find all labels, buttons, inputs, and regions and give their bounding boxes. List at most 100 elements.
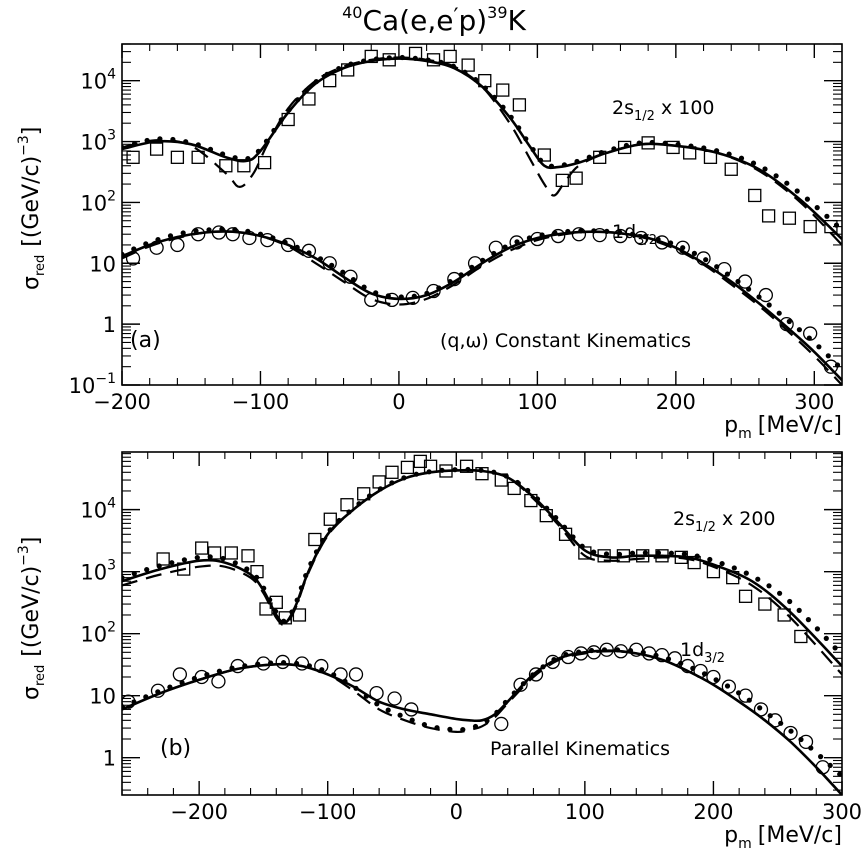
series-1d32-dotted-dot xyxy=(530,672,536,678)
y-tick-label: 103 xyxy=(80,558,116,585)
series-1d32-dotted-dot xyxy=(591,228,597,234)
series-1d32-dotted-dot xyxy=(143,241,149,247)
panel-b: −200 −100 0 100 200 300 1 10 102 103 104 2s1/2 x 2… xyxy=(16,451,862,852)
series-1d32-dotted-dot xyxy=(825,353,831,359)
series-1d32-dotted-dot xyxy=(786,318,792,325)
data-point-circle xyxy=(815,760,830,775)
data-point-circle xyxy=(758,287,773,303)
series-1d32-dotted-dot xyxy=(180,230,186,236)
series-1d32-dotted-dot xyxy=(514,239,520,245)
series-2s12200-dotted-dot xyxy=(777,590,783,596)
data-point-circle xyxy=(530,231,545,247)
data-point-square xyxy=(278,611,292,625)
data-point-circle xyxy=(275,654,290,670)
data-point-square xyxy=(224,546,238,560)
series-2s12100-dotted-dot xyxy=(611,146,617,152)
x-tick-label: 200 xyxy=(693,800,733,824)
series-1d32-dotted-dot xyxy=(502,699,508,706)
data-point-square xyxy=(341,63,355,77)
series-2s12100-dotted-dot xyxy=(304,87,310,93)
y-tick-label: 104 xyxy=(80,496,116,523)
annotation-kinematics-a: (q,ω) Constant Kinematics xyxy=(440,330,691,352)
data-point-square xyxy=(191,150,205,164)
series-1d32-dashed-line xyxy=(122,230,842,385)
data-point-circle xyxy=(170,237,185,253)
series-2s12100-dotted-dot xyxy=(232,155,238,161)
series-2s12100-dotted-dot xyxy=(500,104,506,110)
data-point-circle xyxy=(301,243,317,258)
series-1d32-dotted-dot xyxy=(282,239,288,245)
series-1d32-dotted-dot xyxy=(143,694,149,700)
series-2s12100-dotted-dot xyxy=(450,63,456,69)
data-point-circle xyxy=(369,685,384,701)
data-point-circle xyxy=(823,359,839,374)
data-point-circle xyxy=(738,688,753,703)
series-2s12200-dotted-dot xyxy=(294,597,300,603)
data-point-square xyxy=(636,549,650,563)
y-tick-label: 10 xyxy=(89,685,116,709)
data-point-square xyxy=(269,595,283,609)
series-2s12200-dotted-dot xyxy=(303,573,309,579)
series-2s12200-dotted-dot xyxy=(681,551,688,557)
series-1d32-dotted-dot xyxy=(680,245,686,251)
series-1d32-dotted-dot xyxy=(776,310,782,316)
series-2s12100-dotted-dot xyxy=(207,146,214,152)
series-2s12100-dotted-dot xyxy=(491,94,498,100)
series-1d32-dotted-dot xyxy=(630,231,636,237)
series-1d32-dotted-dot xyxy=(494,709,500,715)
series-1d32-dotted-dot xyxy=(818,754,824,760)
series-2s12100-dotted-dot xyxy=(636,140,642,146)
series-1d32-dotted-dot xyxy=(691,250,698,256)
data-point-square xyxy=(507,481,521,496)
data-point-circle xyxy=(545,654,560,670)
series-2s12100-dotted-dot xyxy=(286,107,292,113)
series-1d32-dotted-dot xyxy=(757,705,763,711)
series-2s12100-dotted-dot xyxy=(278,117,284,123)
series-2s12200-dotted-dot xyxy=(413,471,419,477)
data-point-circle xyxy=(333,667,348,682)
series-2s12200-dotted-dot xyxy=(755,576,761,582)
series-2s12200-dotted-dot xyxy=(668,550,675,556)
series-2s12100-dotted-dot xyxy=(814,205,820,211)
series-1d32-dashed-line xyxy=(122,650,842,795)
panel-b-ticks: −200 −100 0 100 200 300 1 10 102 103 104 xyxy=(80,452,862,824)
series-2s12100-dotted-dot xyxy=(255,148,261,154)
series-2s12100-dotted-dot xyxy=(726,151,732,157)
x-tick-label: 300 xyxy=(794,390,834,414)
series-2s12100-dotted-dot xyxy=(824,213,830,219)
series-2s12100-dotted-dot xyxy=(750,160,757,166)
series-2s12200-dotted-dot xyxy=(707,556,713,563)
series-2s12200-dotted-dot xyxy=(308,561,314,567)
series-1d32-dotted-dot xyxy=(578,228,584,234)
title-prime: ′ xyxy=(453,5,458,30)
data-point-circle xyxy=(654,235,670,250)
series-1d32-dotted-dot xyxy=(816,344,822,350)
data-point-circle xyxy=(364,292,379,308)
data-point-square xyxy=(555,173,569,188)
data-point-square xyxy=(382,53,396,67)
figure-title: 40Ca(e,e′p)39K xyxy=(342,3,526,37)
series-2s12100-dotted-dot xyxy=(586,154,592,160)
series-2s12100-dotted-dot xyxy=(271,127,277,134)
data-point-circle xyxy=(693,663,708,679)
series-2s12100-dotted-dot xyxy=(131,141,138,147)
data-point-circle xyxy=(513,677,528,692)
series-1d32-dotted-dot xyxy=(268,660,274,666)
series-2s12200-dotted-dot xyxy=(298,585,304,591)
x-tick-label: 200 xyxy=(656,390,696,414)
series-2s12200-dotted-dot xyxy=(122,575,125,581)
series-1d32-dotted-dot xyxy=(551,657,557,663)
series-2s12100-dotted-dot xyxy=(773,173,779,179)
series-1d32-dotted-dot xyxy=(713,677,719,683)
data-point-circle xyxy=(387,691,402,706)
series-2s12100-dotted-dot xyxy=(523,136,529,142)
data-point-square xyxy=(257,155,272,170)
data-point-circle xyxy=(599,642,614,657)
series-1d32-dotted-dot xyxy=(397,712,403,718)
annotation-2s-b: 2s1/2 x 200 xyxy=(673,508,776,535)
series-1d32-dotted-dot xyxy=(421,722,427,728)
panel-a-ticks: −200 −100 0 100 200 300 10−1 1 10 102 103 104 xyxy=(69,43,843,414)
data-point-square xyxy=(794,629,808,644)
series-2s12100-dotted-dot xyxy=(649,139,655,146)
panel-b-curves xyxy=(122,454,842,795)
